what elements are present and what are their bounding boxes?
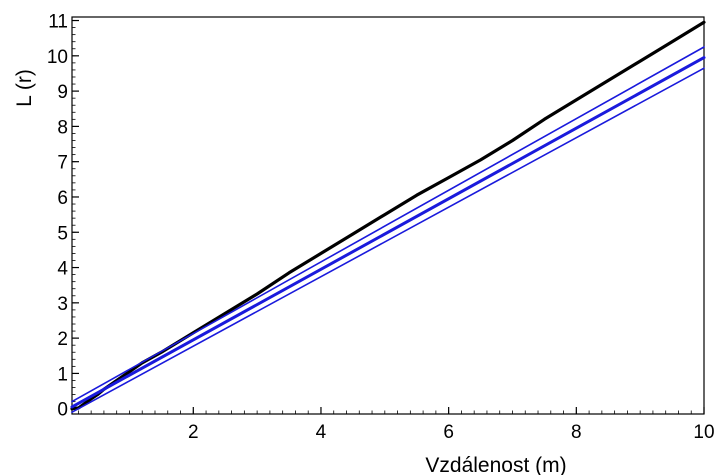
tick-labels: 2 4 6 8 10 0 1 2 3 4 5 6 7 8 9 10 11 xyxy=(47,12,715,443)
x-tick-label: 6 xyxy=(443,422,454,443)
y-tick-label: 0 xyxy=(57,400,68,421)
envelope-series-line xyxy=(71,67,705,414)
y-tick-label: 4 xyxy=(57,259,68,280)
y-axis-title: L (r) xyxy=(13,69,36,107)
envelope-series-line xyxy=(71,46,705,403)
y-tick-label: 8 xyxy=(57,117,68,138)
x-tick-label: 8 xyxy=(571,422,582,443)
y-tick-label: 3 xyxy=(57,294,68,315)
y-tick-label: 2 xyxy=(57,329,68,350)
y-tick-label: 10 xyxy=(47,47,68,68)
y-tick-label: 11 xyxy=(48,12,68,33)
envelope-series-line xyxy=(70,56,706,409)
x-tick-label: 2 xyxy=(188,422,199,443)
series-layer xyxy=(70,20,706,414)
x-axis-title: Vzdálenost (m) xyxy=(425,454,566,475)
y-tick-label: 1 xyxy=(57,364,68,385)
y-tick-label: 5 xyxy=(57,223,68,244)
y-tick-label: 7 xyxy=(57,153,68,174)
x-tick-label: 10 xyxy=(693,422,714,443)
y-tick-label: 9 xyxy=(57,82,68,103)
y-tick-label: 6 xyxy=(57,188,68,209)
x-tick-label: 4 xyxy=(316,422,327,443)
